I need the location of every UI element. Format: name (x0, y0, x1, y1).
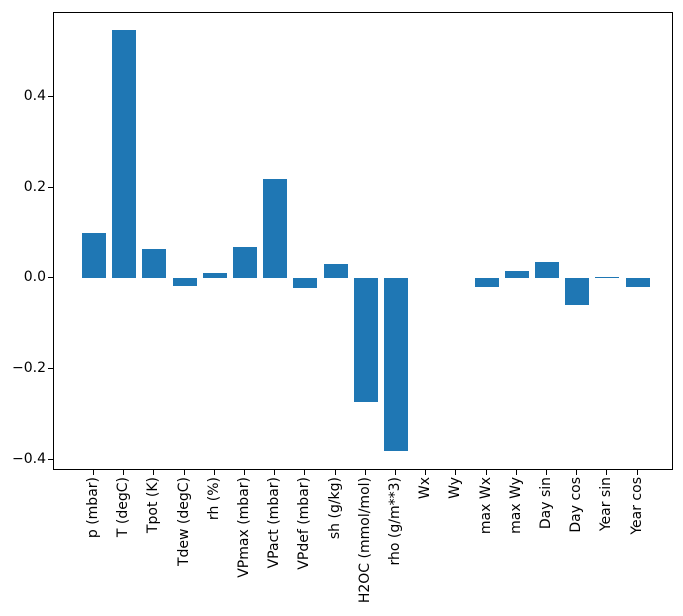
y-tick (48, 458, 53, 460)
y-tick-label: 0.2 (23, 178, 46, 195)
x-tick (334, 470, 336, 475)
x-tick-label: Wy (447, 477, 464, 499)
bar (293, 278, 318, 288)
x-tick (304, 470, 306, 475)
x-tick (213, 470, 215, 475)
x-tick-label: Tdew (degC) (175, 477, 192, 567)
x-tick-label: VPdef (mbar) (296, 477, 313, 570)
x-tick (123, 470, 125, 475)
x-tick (153, 470, 155, 475)
x-tick (515, 470, 517, 475)
x-tick (183, 470, 185, 475)
x-tick (93, 470, 94, 475)
x-tick (636, 470, 638, 475)
bar (353, 278, 378, 402)
x-tick (455, 470, 457, 475)
bar (535, 262, 559, 279)
bar (474, 278, 499, 288)
y-tick-label: 0.4 (23, 87, 46, 104)
x-tick (485, 470, 487, 475)
x-tick-label: H2OC (mmol/mol) (356, 477, 373, 604)
x-tick-label: max Wy (507, 477, 524, 534)
bar (202, 272, 227, 279)
y-tick (48, 186, 53, 188)
y-tick-label: −0.4 (12, 450, 46, 467)
bar (595, 276, 620, 279)
y-tick (48, 367, 53, 369)
x-tick-label: p (mbar) (85, 477, 101, 539)
x-tick-label: Day cos (568, 477, 585, 533)
x-tick-label: Year cos (628, 477, 645, 535)
plot-area (53, 12, 673, 470)
y-tick-label: 0.0 (23, 269, 46, 286)
x-tick (576, 470, 578, 475)
bar (142, 248, 167, 279)
x-tick-label: VPmax (mbar) (236, 477, 252, 578)
x-tick (546, 470, 547, 475)
y-tick (48, 95, 53, 97)
bar (172, 278, 197, 286)
y-tick-label: −0.2 (12, 359, 46, 376)
x-tick-label: max Wx (477, 477, 494, 535)
bar (263, 179, 288, 279)
x-tick-label: rh (%) (205, 477, 222, 521)
bar (384, 278, 408, 451)
bar (565, 278, 590, 306)
bar (504, 271, 529, 279)
bar (82, 232, 106, 279)
bar (233, 246, 257, 279)
y-tick (48, 277, 53, 279)
x-tick-label: VPact (mbar) (266, 477, 283, 569)
x-tick (606, 470, 608, 475)
x-tick-label: Tpot (K) (145, 477, 162, 534)
x-tick-label: sh (g/kg) (326, 477, 343, 540)
x-tick-label: Wx (417, 477, 434, 500)
x-tick (364, 470, 366, 475)
x-tick (274, 470, 276, 475)
x-tick-label: Year sin (598, 477, 615, 532)
x-tick-label: T (degC) (115, 477, 132, 538)
x-tick-label: Day sin (538, 477, 554, 530)
bar (625, 278, 650, 288)
x-tick (244, 470, 245, 475)
bar (323, 263, 348, 279)
x-tick (425, 470, 427, 475)
x-tick (395, 470, 396, 475)
bar (112, 30, 137, 279)
x-tick-label: rho (g/m**3) (387, 477, 403, 566)
